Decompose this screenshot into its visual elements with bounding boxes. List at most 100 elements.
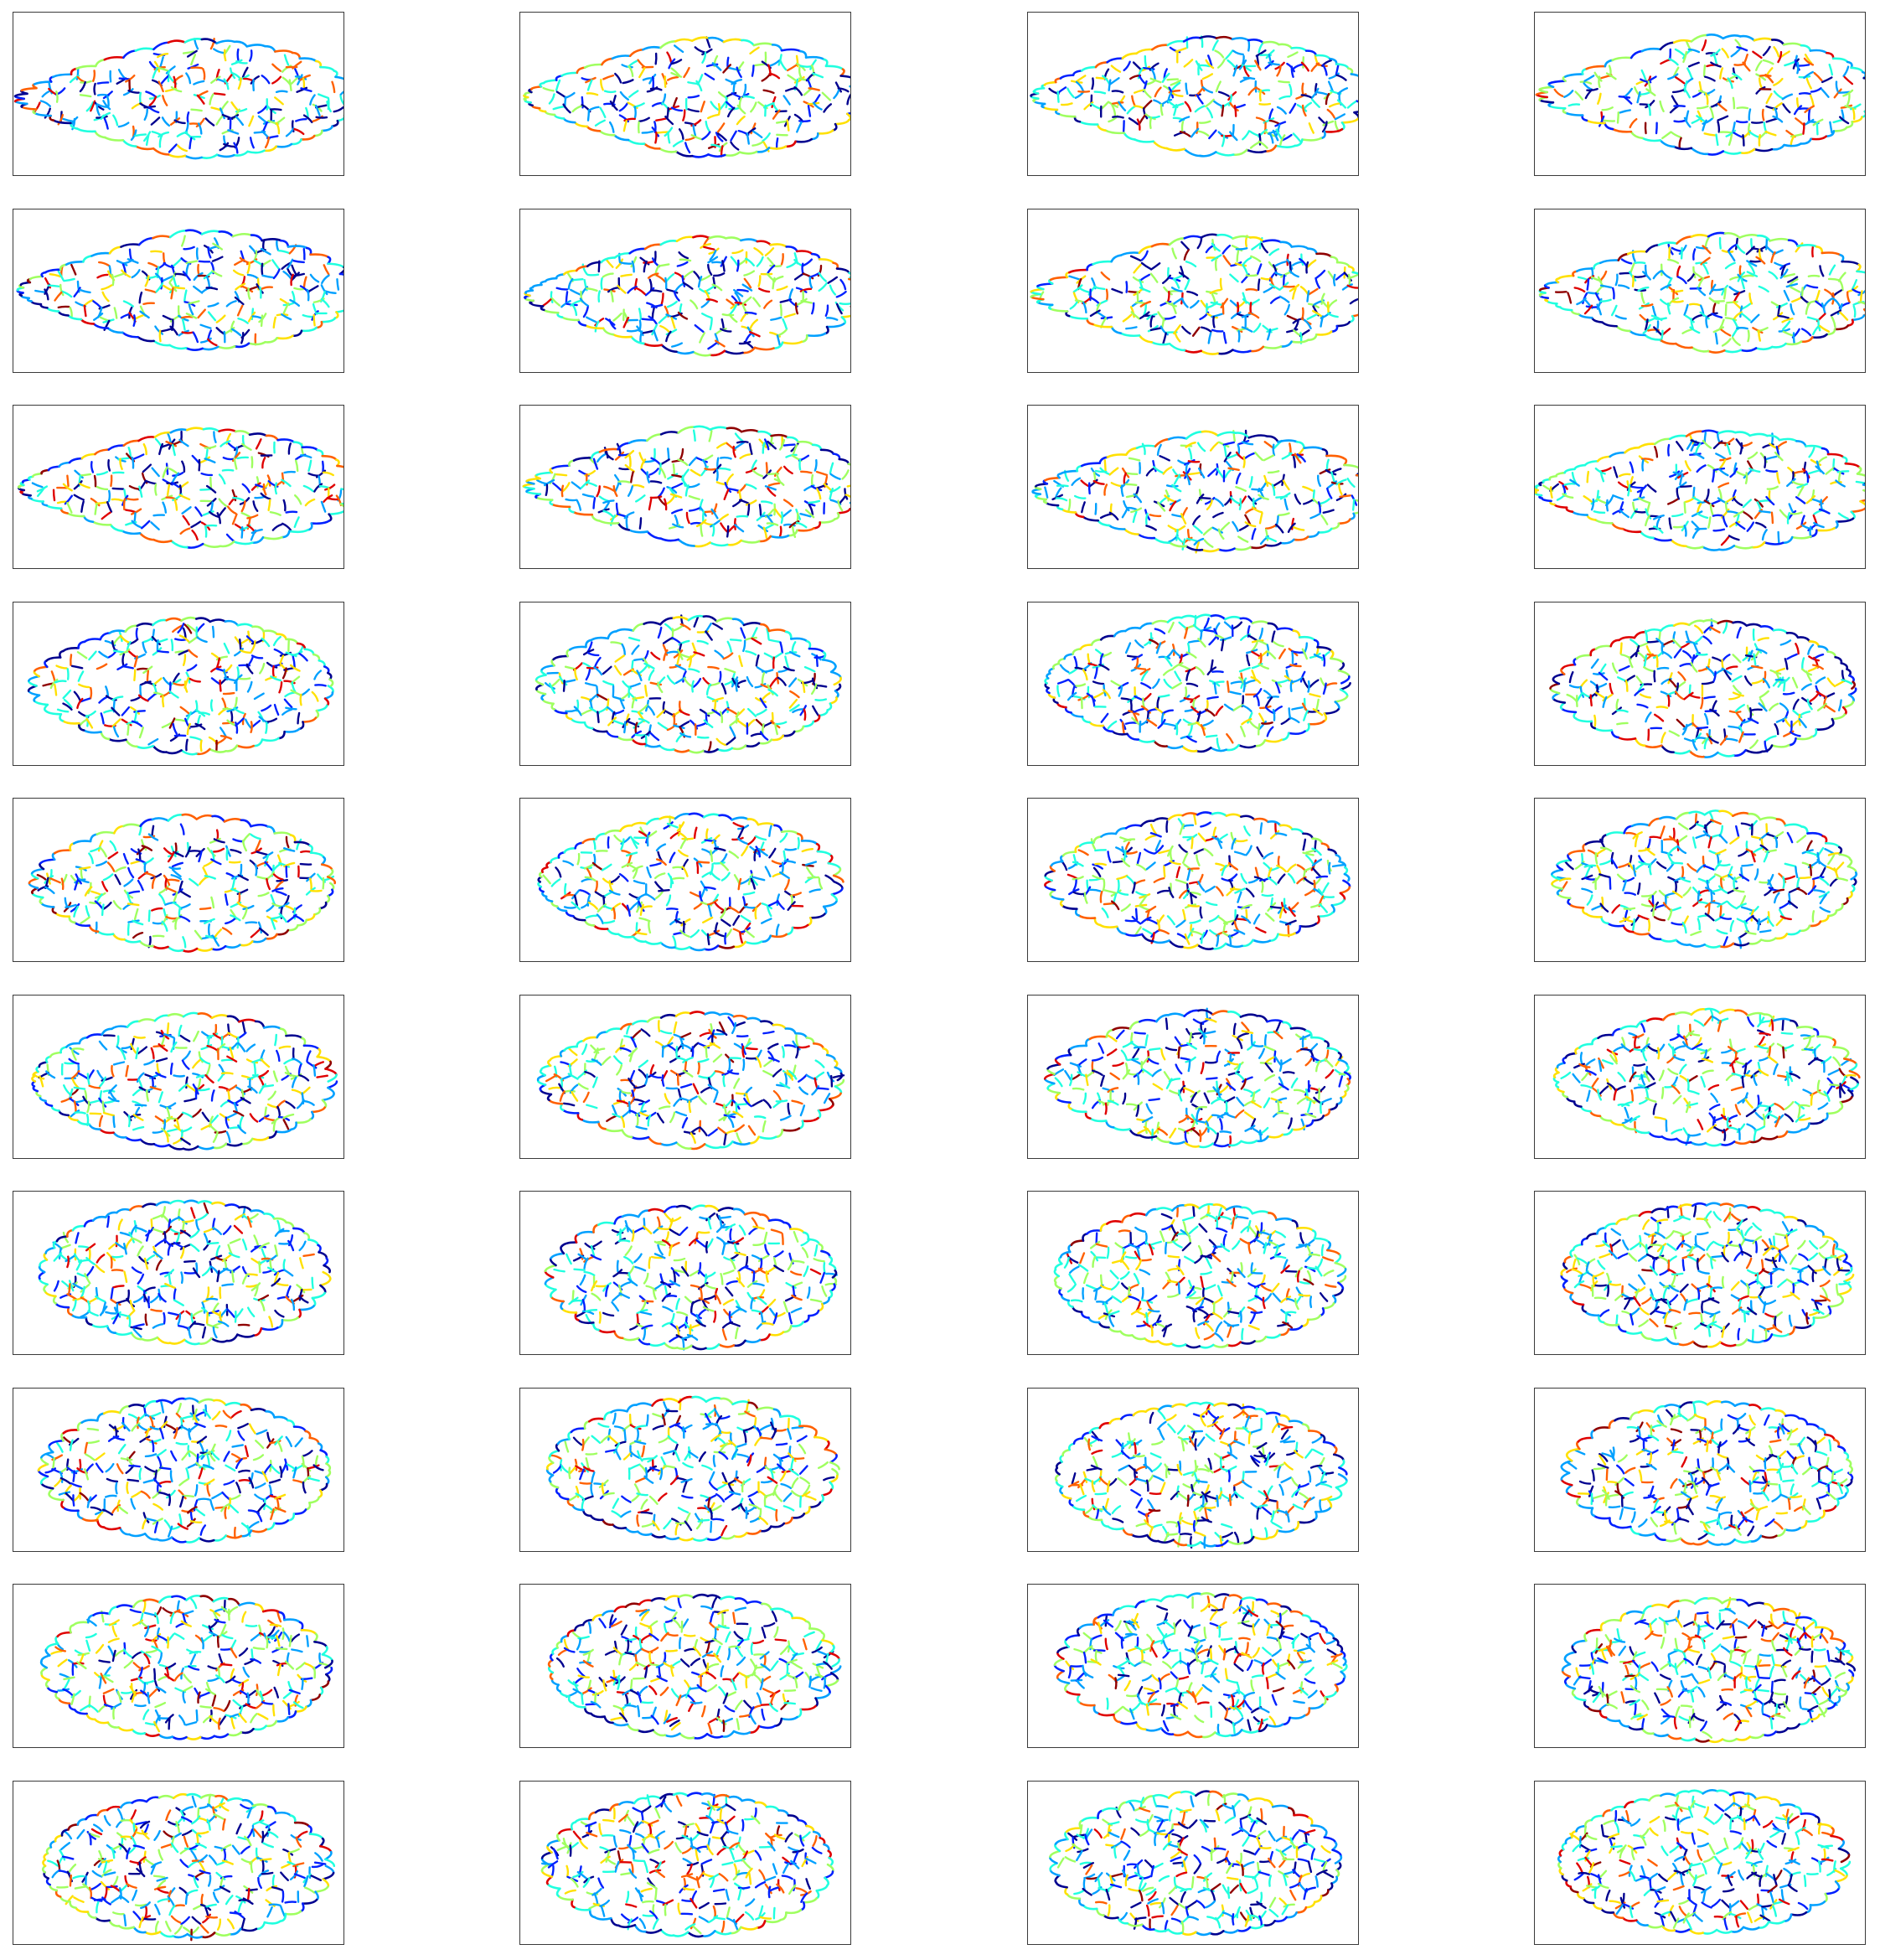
cell-edge xyxy=(1788,503,1795,515)
cell-network-plot xyxy=(28,813,337,953)
outline-segment xyxy=(1846,668,1852,677)
cell-edge xyxy=(1764,130,1777,137)
cell-edge xyxy=(580,479,591,489)
cell-edge xyxy=(1728,133,1733,146)
cell-edge xyxy=(1258,41,1264,54)
cell-edge xyxy=(724,481,732,494)
cell-edge xyxy=(597,711,600,724)
outline-segment xyxy=(767,628,788,634)
cell-edge xyxy=(792,708,804,714)
cell-edge xyxy=(128,248,132,261)
outline-segment xyxy=(834,118,850,126)
cell-edge xyxy=(1828,63,1834,76)
outline-segment xyxy=(1738,233,1759,239)
cell-edge xyxy=(1242,263,1249,276)
cell-edge xyxy=(833,88,840,100)
cell-edge xyxy=(1589,694,1593,707)
cell-edge xyxy=(1835,479,1846,488)
outline-segment xyxy=(1832,126,1848,132)
outline-segment xyxy=(1545,281,1560,287)
outline-segment xyxy=(1195,613,1213,619)
cell-edge xyxy=(762,141,770,153)
cell-edge xyxy=(1732,489,1737,502)
cell-edge xyxy=(174,918,178,930)
cell-edge xyxy=(1694,624,1704,634)
cell-edge xyxy=(802,863,814,867)
cell-edge xyxy=(1780,265,1786,277)
outline-segment xyxy=(1639,530,1655,540)
outline-segment xyxy=(68,457,84,464)
cell-edge xyxy=(1802,122,1805,135)
cell-edge xyxy=(571,304,578,317)
cell-edge xyxy=(674,44,684,54)
outline-segment xyxy=(1573,463,1587,471)
cell-edge xyxy=(1675,76,1686,85)
outline-segment xyxy=(1564,73,1584,78)
cell-edge xyxy=(1765,117,1778,123)
cell-edge xyxy=(162,275,174,282)
cell-edge xyxy=(1742,274,1754,278)
outline-segment xyxy=(1183,235,1202,240)
cell-edge xyxy=(1703,696,1716,700)
cell-edge xyxy=(1795,242,1804,253)
cell-edge xyxy=(1337,87,1349,96)
cell-edge xyxy=(215,655,229,661)
outline-segment xyxy=(180,749,198,756)
outline-segment xyxy=(560,316,580,322)
outline-segment xyxy=(1108,524,1126,530)
cell-edge xyxy=(717,132,727,142)
cell-edge xyxy=(649,87,663,91)
cell-edge xyxy=(641,130,654,134)
cell-edge xyxy=(775,120,788,124)
cell-edge xyxy=(162,314,174,322)
cell-edge xyxy=(1805,470,1810,484)
cell-edge xyxy=(271,665,276,678)
cell-edge xyxy=(1302,485,1314,492)
outline-segment xyxy=(1307,720,1325,726)
outline-segment xyxy=(530,85,543,91)
cell-edge xyxy=(1790,303,1795,316)
outline-segment xyxy=(605,730,619,738)
cell-edge xyxy=(543,478,555,487)
cell-edge xyxy=(647,705,655,716)
cell-edge xyxy=(1684,314,1695,323)
outline-segment xyxy=(1542,478,1552,484)
cell-edge xyxy=(1672,288,1676,302)
cell-edge xyxy=(1254,451,1264,462)
cell-edge xyxy=(183,246,195,251)
outline-segment xyxy=(1637,442,1656,449)
cell-edge xyxy=(687,95,700,99)
cell-edge xyxy=(653,329,659,342)
cell-edge xyxy=(678,128,684,141)
cell-edge xyxy=(612,484,618,498)
cell-edge xyxy=(122,88,134,96)
cell-edge xyxy=(788,698,798,709)
outline-segment xyxy=(808,647,825,654)
cell-edge xyxy=(252,500,259,512)
cell-edge xyxy=(550,678,560,688)
cell-edge xyxy=(730,130,737,142)
outline-segment xyxy=(59,649,65,659)
cell-edge xyxy=(1263,286,1274,293)
cell-edge xyxy=(655,858,667,866)
embryo-outline xyxy=(1030,233,1358,355)
cell-edge xyxy=(550,878,561,887)
cell-edge xyxy=(614,654,626,663)
cell-edge xyxy=(1198,489,1203,502)
cell-edge xyxy=(220,101,229,111)
cell-edge xyxy=(666,675,676,685)
cell-edge xyxy=(1335,272,1346,281)
outline-segment xyxy=(1165,745,1184,750)
outline-segment xyxy=(833,676,842,686)
cell-edge xyxy=(1268,61,1280,66)
cell-edge xyxy=(1140,261,1152,270)
cell-edge xyxy=(1149,77,1162,84)
outline-segment xyxy=(298,721,305,731)
cell-edge xyxy=(1599,284,1613,289)
cell-edge xyxy=(642,329,654,334)
cell-edge xyxy=(1164,315,1176,320)
cell-edge xyxy=(281,708,293,716)
cell-edge xyxy=(1325,458,1330,472)
cell-edge xyxy=(85,101,95,112)
cell-edge xyxy=(762,89,775,95)
